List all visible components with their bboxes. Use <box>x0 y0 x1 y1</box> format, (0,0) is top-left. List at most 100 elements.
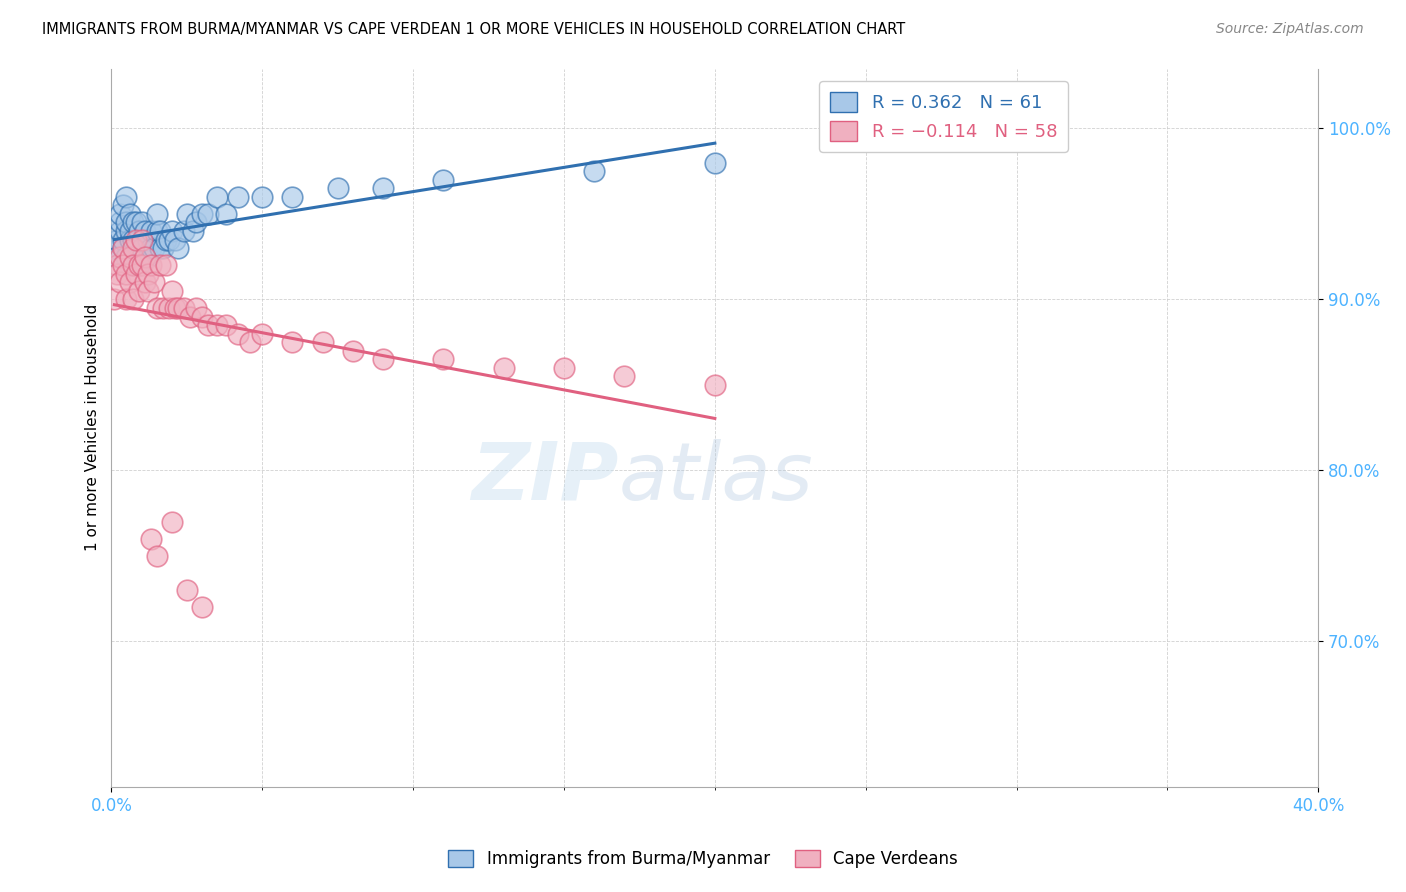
Text: atlas: atlas <box>619 439 813 517</box>
Point <box>152 241 174 255</box>
Point <box>118 250 141 264</box>
Point <box>157 301 180 315</box>
Point <box>115 293 138 307</box>
Point <box>191 600 214 615</box>
Point <box>131 241 153 255</box>
Point <box>124 258 146 272</box>
Point <box>326 181 349 195</box>
Point <box>110 224 132 238</box>
Point <box>110 207 132 221</box>
Point <box>128 258 150 272</box>
Point <box>131 233 153 247</box>
Point <box>152 301 174 315</box>
Point <box>115 267 138 281</box>
Point <box>191 310 214 324</box>
Point <box>149 241 172 255</box>
Point <box>121 215 143 229</box>
Point <box>173 224 195 238</box>
Point <box>163 233 186 247</box>
Point <box>197 318 219 332</box>
Point <box>121 258 143 272</box>
Point <box>155 258 177 272</box>
Point <box>118 275 141 289</box>
Point <box>107 267 129 281</box>
Point <box>155 233 177 247</box>
Point <box>124 215 146 229</box>
Point <box>121 241 143 255</box>
Point <box>134 275 156 289</box>
Point <box>184 301 207 315</box>
Point <box>145 224 167 238</box>
Point <box>149 224 172 238</box>
Point <box>110 250 132 264</box>
Point <box>371 181 394 195</box>
Point <box>281 335 304 350</box>
Point <box>149 258 172 272</box>
Point <box>166 301 188 315</box>
Point <box>205 318 228 332</box>
Point <box>176 207 198 221</box>
Point <box>311 335 333 350</box>
Point <box>128 284 150 298</box>
Point <box>103 241 125 255</box>
Point <box>252 190 274 204</box>
Point <box>173 301 195 315</box>
Point <box>136 267 159 281</box>
Point <box>136 233 159 247</box>
Point <box>160 284 183 298</box>
Point <box>112 233 135 247</box>
Point <box>215 318 238 332</box>
Point <box>134 250 156 264</box>
Point <box>492 360 515 375</box>
Point <box>215 207 238 221</box>
Point <box>139 258 162 272</box>
Text: Source: ZipAtlas.com: Source: ZipAtlas.com <box>1216 22 1364 37</box>
Point <box>134 224 156 238</box>
Point <box>115 190 138 204</box>
Legend: R = 0.362   N = 61, R = −0.114   N = 58: R = 0.362 N = 61, R = −0.114 N = 58 <box>820 81 1069 152</box>
Point <box>583 164 606 178</box>
Point <box>118 258 141 272</box>
Point <box>107 258 129 272</box>
Point <box>703 378 725 392</box>
Point <box>342 343 364 358</box>
Point <box>281 190 304 204</box>
Point <box>239 335 262 350</box>
Point <box>121 293 143 307</box>
Point <box>145 207 167 221</box>
Point <box>205 190 228 204</box>
Text: IMMIGRANTS FROM BURMA/MYANMAR VS CAPE VERDEAN 1 OR MORE VEHICLES IN HOUSEHOLD CO: IMMIGRANTS FROM BURMA/MYANMAR VS CAPE VE… <box>42 22 905 37</box>
Point <box>184 215 207 229</box>
Point <box>128 250 150 264</box>
Point <box>124 233 146 247</box>
Point <box>103 293 125 307</box>
Point <box>124 267 146 281</box>
Point <box>112 241 135 255</box>
Point <box>157 233 180 247</box>
Point <box>160 224 183 238</box>
Point <box>226 190 249 204</box>
Text: ZIP: ZIP <box>471 439 619 517</box>
Point <box>115 215 138 229</box>
Point <box>139 532 162 546</box>
Point <box>553 360 575 375</box>
Point <box>107 233 129 247</box>
Point <box>703 155 725 169</box>
Point <box>131 258 153 272</box>
Point <box>121 233 143 247</box>
Point <box>160 515 183 529</box>
Point <box>432 352 454 367</box>
Point <box>179 310 201 324</box>
Point <box>121 250 143 264</box>
Point <box>139 241 162 255</box>
Point <box>128 224 150 238</box>
Point <box>110 215 132 229</box>
Point <box>131 215 153 229</box>
Point <box>112 198 135 212</box>
Point <box>142 275 165 289</box>
Point <box>166 241 188 255</box>
Point <box>181 224 204 238</box>
Point <box>145 549 167 563</box>
Point <box>115 250 138 264</box>
Point <box>191 207 214 221</box>
